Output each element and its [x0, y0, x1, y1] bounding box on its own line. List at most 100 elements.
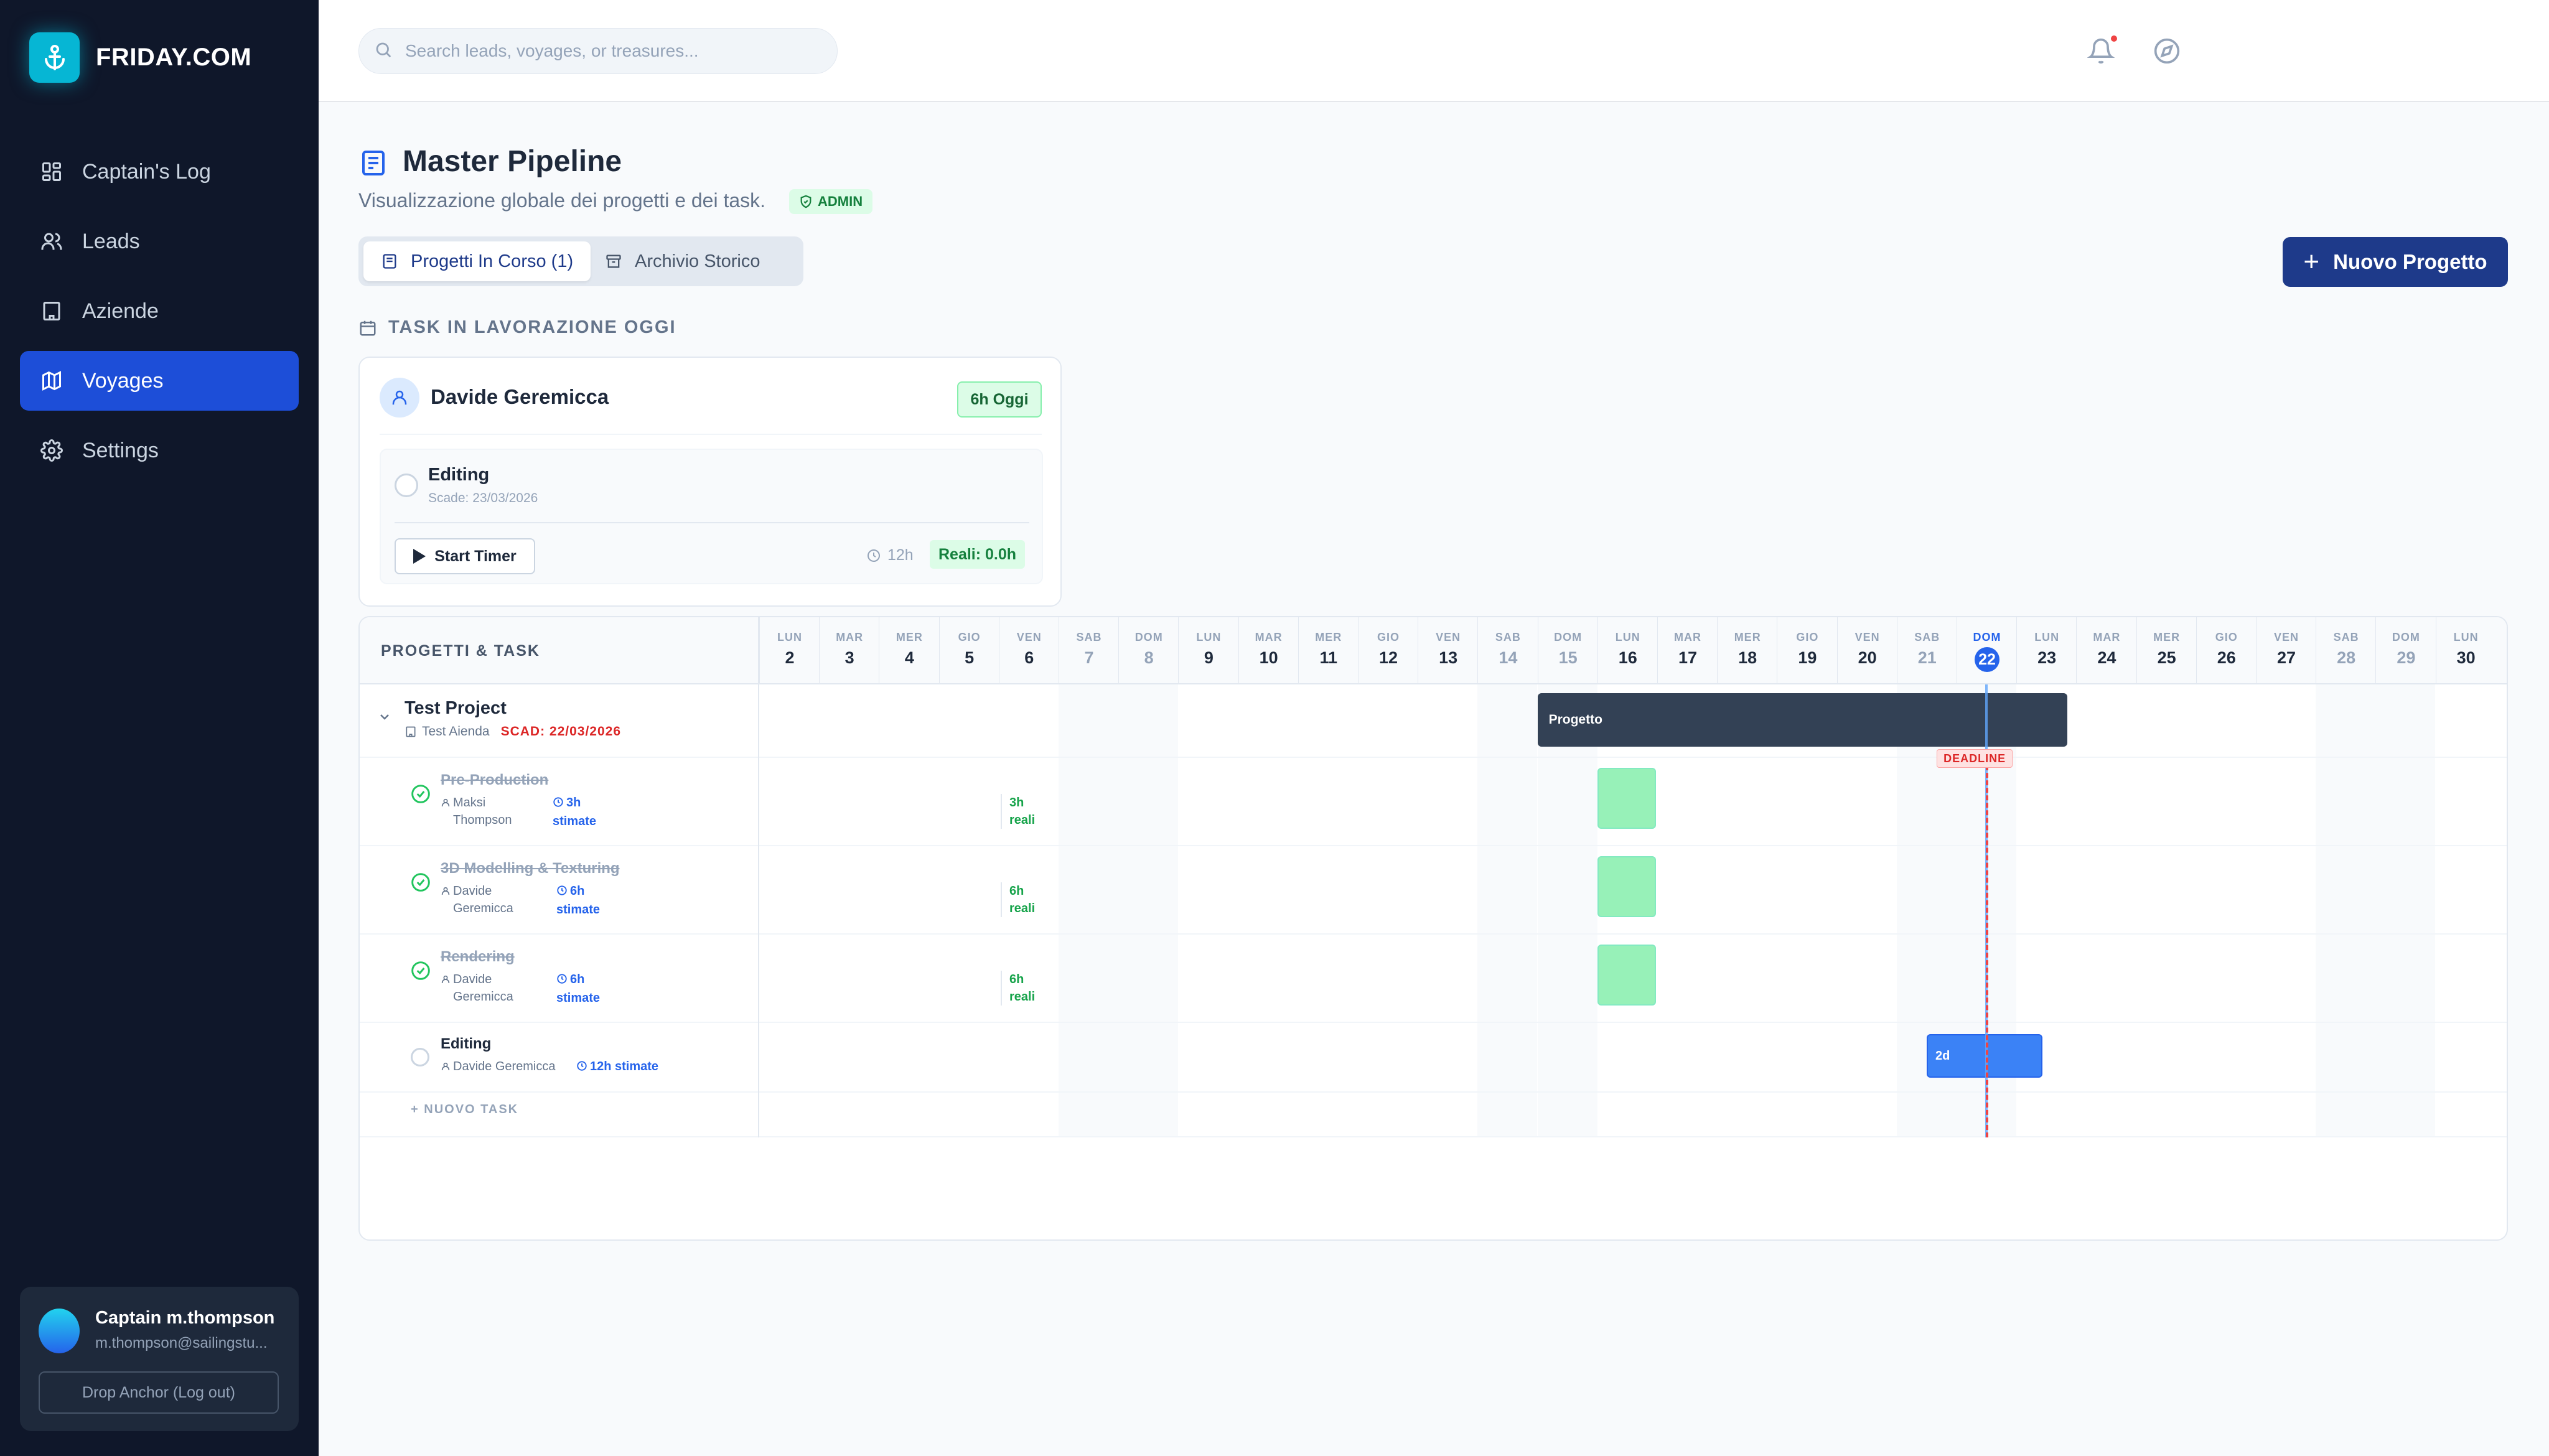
- task-row[interactable]: [360, 846, 2507, 935]
- real-unit: reali: [1009, 813, 1036, 827]
- day-name: LUN: [777, 631, 802, 643]
- gantt-day-column: GIO 12: [1358, 617, 1418, 684]
- map-icon: [40, 369, 63, 393]
- gantt-day-column: MAR 10: [1238, 617, 1298, 684]
- task-row[interactable]: [360, 935, 2507, 1023]
- sidebar-item-settings[interactable]: Settings: [20, 421, 299, 480]
- building-icon: [405, 726, 417, 738]
- gantt-day-column: VEN 27: [2256, 617, 2316, 684]
- day-name: VEN: [1436, 631, 1461, 643]
- project-bar-label: Progetto: [1548, 712, 1602, 727]
- gantt-day-column: VEN 6: [998, 617, 1059, 684]
- real-value: 6h: [1009, 884, 1024, 898]
- check-circle-icon[interactable]: [411, 872, 431, 892]
- day-name: SAB: [2333, 631, 2359, 643]
- day-number: 20: [1858, 648, 1877, 667]
- gantt-day-column: VEN 20: [1836, 617, 1897, 684]
- dashboard-icon: [40, 160, 63, 184]
- person-name: Davide Geremicca: [431, 385, 609, 408]
- compass-icon[interactable]: [2153, 37, 2181, 65]
- day-name: DOM: [1973, 631, 2001, 643]
- task-row[interactable]: [360, 758, 2507, 846]
- day-number: 28: [2337, 648, 2356, 667]
- day-number: 22: [1975, 647, 1999, 672]
- day-name: LUN: [2453, 631, 2479, 643]
- gantt-day-column: LUN 16: [1597, 617, 1657, 684]
- gantt-day-column: MAR 17: [1657, 617, 1717, 684]
- day-name: SAB: [1495, 631, 1521, 643]
- check-circle-icon[interactable]: [411, 961, 431, 981]
- assignee-last: Geremicca: [453, 990, 513, 1004]
- chevron-down-icon[interactable]: [377, 709, 392, 724]
- brand[interactable]: FRIDAY.COM: [29, 32, 251, 83]
- day-number: 6: [1024, 648, 1034, 667]
- day-name: MAR: [1255, 631, 1283, 643]
- task-row[interactable]: [360, 1023, 2507, 1093]
- new-task-row: [360, 1093, 2507, 1137]
- day-number: 7: [1084, 648, 1094, 667]
- day-number: 30: [2456, 648, 2476, 667]
- plus-icon: +: [411, 1103, 424, 1116]
- sidebar-item-captains-log[interactable]: Captain's Log: [20, 142, 299, 202]
- project-row[interactable]: [360, 684, 2507, 758]
- day-name: MAR: [1674, 631, 1701, 643]
- real-value: 6h: [1009, 973, 1024, 986]
- sidebar-item-label: Captain's Log: [82, 159, 211, 184]
- avatar[interactable]: [39, 1309, 80, 1353]
- task-bar-done[interactable]: [1597, 856, 1656, 917]
- user-icon: [441, 795, 451, 806]
- new-project-button[interactable]: + Nuovo Progetto: [2283, 237, 2508, 287]
- estimate-value: 6h: [570, 884, 585, 898]
- start-timer-label: Start Timer: [434, 547, 517, 565]
- project-bar[interactable]: Progetto: [1537, 693, 2068, 747]
- user-icon: [441, 884, 451, 895]
- admin-badge: ADMIN: [789, 189, 873, 214]
- start-timer-button[interactable]: Start Timer: [395, 538, 535, 574]
- day-name: MER: [1315, 631, 1342, 643]
- day-number: 21: [1917, 648, 1937, 667]
- project-name[interactable]: Test Project: [405, 698, 507, 718]
- sidebar-item-label: Voyages: [82, 368, 164, 393]
- real-unit: reali: [1009, 990, 1036, 1004]
- task-complete-checkbox[interactable]: [411, 1048, 429, 1066]
- estimate-value: 12h stimate: [590, 1060, 659, 1073]
- gantt-header: PROGETTI & TASK LUN 2 MAR 3 MER 4 GIO 5 VEN 6 SAB 7…: [360, 617, 2507, 684]
- task-title[interactable]: Rendering: [441, 948, 515, 965]
- tab-progetti-in-corso[interactable]: Progetti In Corso (1): [363, 241, 591, 281]
- logout-button[interactable]: Drop Anchor (Log out): [39, 1371, 279, 1414]
- day-number: 24: [2097, 648, 2116, 667]
- day-number: 15: [1558, 648, 1578, 667]
- day-name: LUN: [1196, 631, 1222, 643]
- user-icon: [380, 378, 419, 418]
- search-input[interactable]: [405, 41, 803, 61]
- task-real-hours: 6h reali: [1001, 971, 1035, 1006]
- today-section-label: TASK IN LAVORAZIONE OGGI: [388, 317, 676, 337]
- task-bar-done[interactable]: [1597, 945, 1656, 1006]
- task-complete-checkbox[interactable]: [395, 474, 418, 497]
- tab-archivio-storico[interactable]: Archivio Storico: [587, 241, 777, 281]
- gantt-chart: PROGETTI & TASK LUN 2 MAR 3 MER 4 GIO 5 VEN 6 SAB 7…: [358, 616, 2508, 1241]
- day-name: DOM: [1554, 631, 1583, 643]
- user-name: Captain m.thompson: [95, 1308, 275, 1328]
- play-icon: [413, 549, 426, 564]
- user-icon: [441, 1059, 451, 1070]
- day-name: MER: [896, 631, 923, 643]
- sidebar-item-aziende[interactable]: Aziende: [20, 281, 299, 341]
- gantt-day-column: DOM 8: [1118, 617, 1178, 684]
- check-circle-icon[interactable]: [411, 784, 431, 804]
- task-title[interactable]: Pre-Production: [441, 772, 549, 788]
- list-icon: [381, 252, 400, 271]
- task-title[interactable]: Editing: [441, 1035, 492, 1052]
- task-title[interactable]: 3D Modelling & Texturing: [441, 860, 620, 877]
- task-bar-done[interactable]: [1597, 768, 1656, 829]
- gantt-divider: [758, 617, 759, 1137]
- day-number: 14: [1499, 648, 1518, 667]
- bell-icon[interactable]: [2087, 37, 2115, 65]
- sidebar-item-voyages[interactable]: Voyages: [20, 351, 299, 411]
- task-bar-open[interactable]: 2d: [1927, 1034, 2043, 1078]
- new-task-button[interactable]: + NUOVO TASK: [411, 1103, 518, 1117]
- user-icon: [441, 972, 451, 983]
- sidebar-item-leads[interactable]: Leads: [20, 212, 299, 271]
- user-card: Captain m.thompson m.thompson@sailingstu…: [20, 1287, 299, 1431]
- weekend-column: [1118, 684, 1179, 1137]
